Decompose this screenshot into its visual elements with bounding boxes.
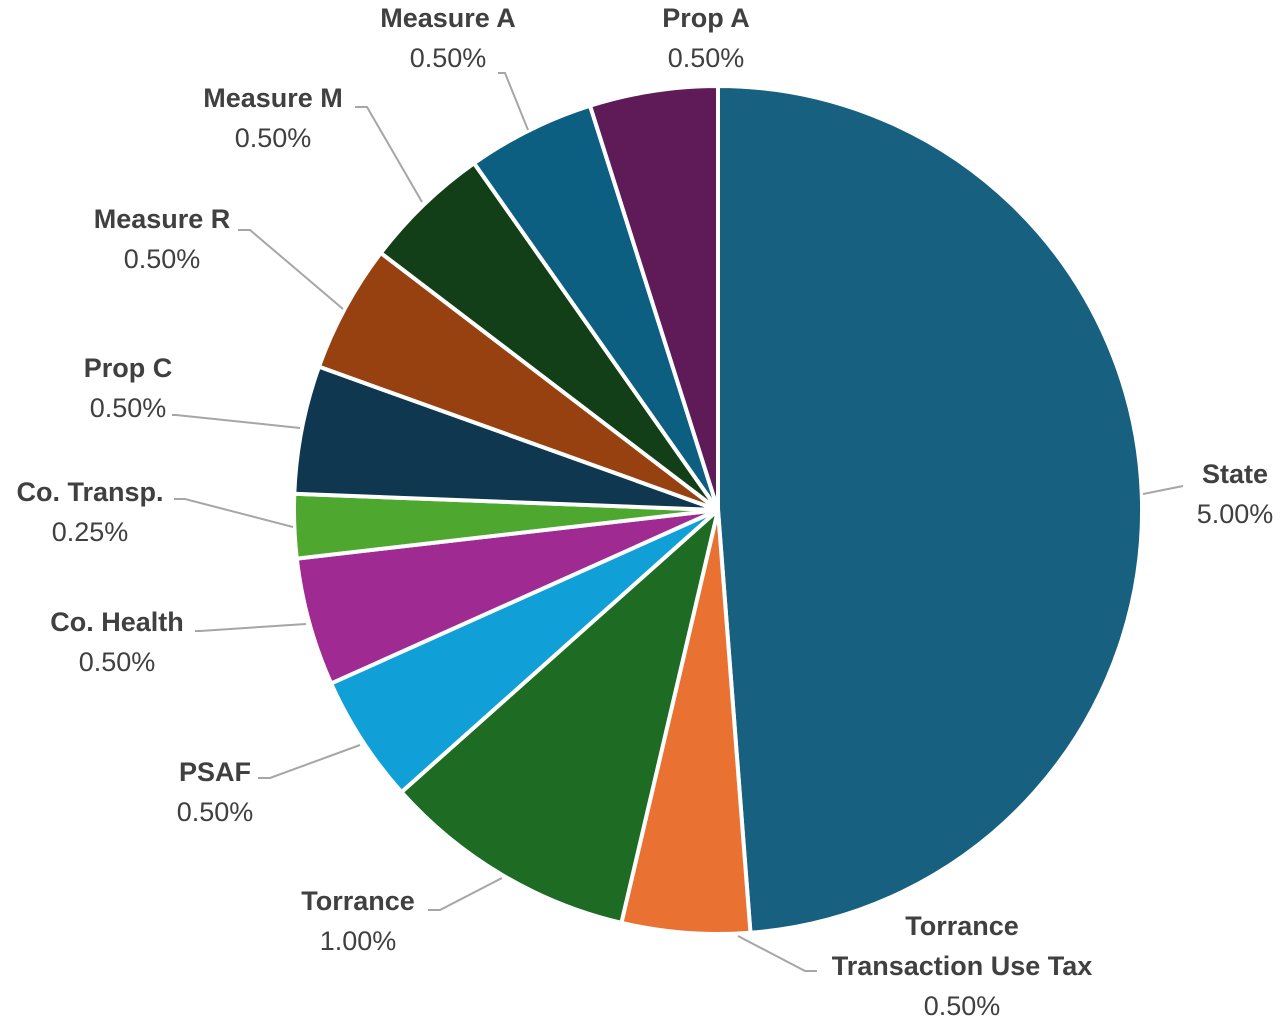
slice-value-label: 0.50% (410, 43, 487, 73)
slice-name-label: Torrance (905, 911, 1019, 941)
slice-name-label: Prop C (84, 353, 173, 383)
slice-label-co-transp: Co. Transp. 0.25% (16, 477, 163, 547)
slice-label-measure-r: Measure R 0.50% (94, 204, 231, 274)
slice-value-label: 0.50% (124, 244, 201, 274)
slice-value-label: 0.50% (235, 123, 312, 153)
slice-name-label: PSAF (179, 757, 251, 787)
slice-label-torrance-transaction-use-tax: Torrance Transaction Use Tax 0.50% (832, 911, 1093, 1021)
slice-labels: State 5.00% Torrance Transaction Use Tax 0.5… (16, 3, 1273, 1021)
pie-slice-torrance (399, 508, 720, 925)
slice-name-label: Measure M (203, 83, 343, 113)
slice-label-measure-a: Measure A 0.50% (380, 3, 516, 73)
slice-value-label: 0.25% (52, 517, 129, 547)
slice-value-label: 0.50% (924, 991, 1001, 1021)
slice-value-label: 0.50% (177, 797, 254, 827)
leader-line-psaf (258, 744, 361, 779)
slice-value-label: 0.50% (79, 647, 156, 677)
slice-label-psaf: PSAF 0.50% (177, 757, 254, 827)
slice-name-label: Torrance (301, 886, 415, 916)
slice-name-label: Measure A (380, 3, 516, 33)
slice-name-label: State (1202, 459, 1268, 489)
pie-slice-prop-a (588, 84, 720, 512)
slice-name-label: Prop A (662, 3, 750, 33)
pie-slices (292, 84, 1145, 937)
slice-value-label: 5.00% (1197, 499, 1274, 529)
leader-line-co-transp (174, 498, 294, 528)
leader-line-state (1142, 485, 1184, 495)
leader-line-torrance-transaction-use-tax (737, 935, 817, 972)
slice-label-co-health: Co. Health 0.50% (50, 607, 184, 677)
slice-label-state: State 5.00% (1197, 459, 1274, 529)
slice-label-torrance: Torrance 1.00% (301, 886, 415, 956)
pie-slice-state (716, 84, 1145, 935)
slice-label-prop-a: Prop A 0.50% (662, 3, 750, 73)
slice-name-label: Co. Transp. (16, 477, 163, 507)
slice-value-label: 0.50% (668, 43, 745, 73)
leader-line-prop-c (172, 414, 301, 429)
leader-line-co-health (195, 623, 307, 632)
leader-line-torrance (428, 877, 503, 911)
slice-name-label: Transaction Use Tax (832, 951, 1093, 981)
leader-line-measure-a (498, 72, 529, 131)
slice-name-label: Measure R (94, 204, 231, 234)
slice-value-label: 1.00% (320, 926, 397, 956)
slice-name-label: Co. Health (50, 607, 184, 637)
slice-label-prop-c: Prop C 0.50% (84, 353, 173, 423)
slice-value-label: 0.50% (90, 393, 167, 423)
leader-lines (172, 72, 1184, 972)
leader-line-measure-r (238, 229, 344, 310)
slice-label-measure-m: Measure M 0.50% (203, 83, 343, 153)
leader-line-measure-m (355, 106, 423, 203)
